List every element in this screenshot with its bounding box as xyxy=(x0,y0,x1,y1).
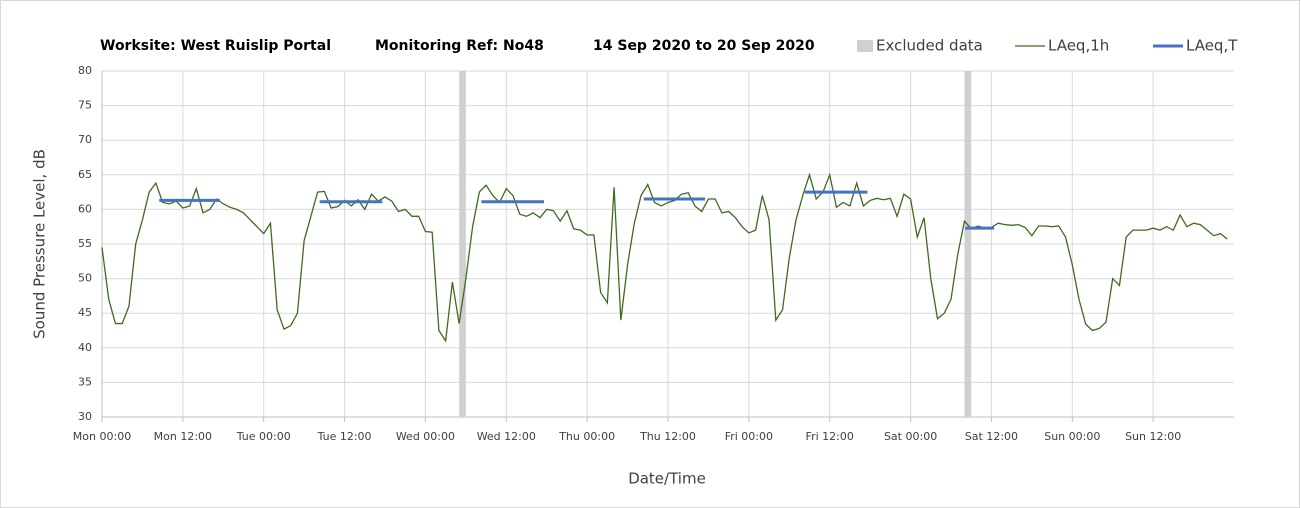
y-tick-label: 55 xyxy=(78,237,92,250)
series-line xyxy=(101,172,1228,343)
x-tick-label: Tue 12:00 xyxy=(317,430,372,443)
x-tick-label: Wed 00:00 xyxy=(396,430,455,443)
legend-label: LAeq,T xyxy=(1186,37,1238,55)
x-axis-title: Date/Time xyxy=(628,470,706,488)
y-tick-label: 45 xyxy=(78,306,92,319)
excluded-band xyxy=(459,71,466,417)
x-tick-label: Fri 00:00 xyxy=(725,430,773,443)
y-tick-label: 50 xyxy=(78,272,92,285)
title-site: Worksite: West Ruislip Portal xyxy=(100,38,331,54)
x-tick-label: Tue 00:00 xyxy=(236,430,291,443)
excluded-band xyxy=(964,71,972,417)
x-tick-label: Fri 12:00 xyxy=(806,430,854,443)
y-axis-title: Sound Pressure Level, dB xyxy=(31,149,49,339)
x-tick-label: Mon 12:00 xyxy=(154,430,212,443)
title-ref: Monitoring Ref: No48 xyxy=(375,38,544,54)
y-tick-label: 60 xyxy=(78,202,92,215)
y-tick-label: 65 xyxy=(78,168,92,181)
x-tick-label: Thu 00:00 xyxy=(558,430,615,443)
x-tick-label: Sat 12:00 xyxy=(965,430,1018,443)
x-tick-label: Wed 12:00 xyxy=(477,430,536,443)
y-tick-label: 75 xyxy=(78,99,92,112)
y-tick-label: 35 xyxy=(78,375,92,388)
legend-swatch xyxy=(857,40,873,52)
y-tick-label: 80 xyxy=(78,64,92,77)
x-tick-label: Mon 00:00 xyxy=(73,430,131,443)
x-tick-label: Sun 00:00 xyxy=(1044,430,1100,443)
y-tick-label: 70 xyxy=(78,133,92,146)
y-tick-label: 40 xyxy=(78,341,92,354)
y-tick-label: 30 xyxy=(78,410,92,423)
x-tick-label: Thu 12:00 xyxy=(639,430,696,443)
legend-label: Excluded data xyxy=(876,37,983,55)
x-tick-label: Sat 00:00 xyxy=(884,430,937,443)
x-tick-label: Sun 12:00 xyxy=(1125,430,1181,443)
title-dates: 14 Sep 2020 to 20 Sep 2020 xyxy=(593,38,815,54)
legend-label: LAeq,1h xyxy=(1048,37,1109,55)
